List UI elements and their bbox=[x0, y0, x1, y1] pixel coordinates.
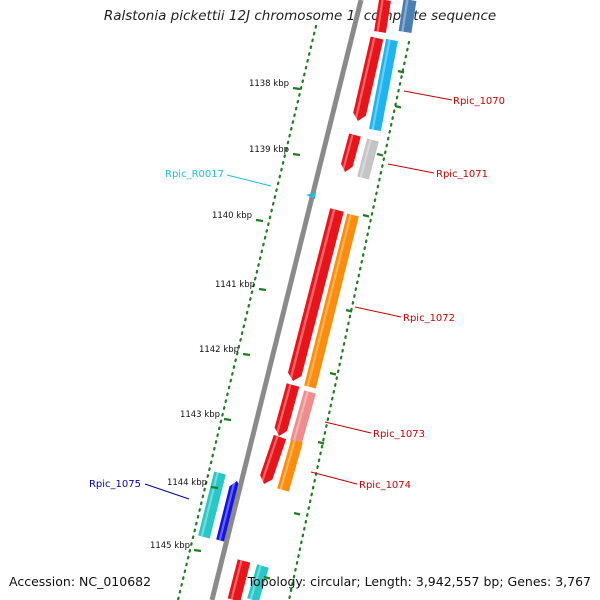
leader-rpic-1072 bbox=[354, 306, 402, 318]
gene-block-top-blue-highlight bbox=[401, 0, 409, 32]
label-rpic-r0017[interactable]: Rpic_R0017 bbox=[165, 169, 224, 180]
gene-block-rpic-1073[interactable] bbox=[274, 383, 300, 436]
kbp-tick-label: 1138 kbp bbox=[249, 79, 289, 89]
cds-block-rpic-1072-highlight bbox=[306, 214, 352, 387]
gene-block-rpic-1071-highlight bbox=[341, 134, 354, 172]
cds-block-rpic-1070-highlight bbox=[371, 39, 391, 130]
gene-block-rpic-1075[interactable] bbox=[216, 481, 242, 543]
kbp-tick-mark bbox=[242, 352, 251, 357]
accession-text: Accession: NC_010682 bbox=[9, 574, 152, 589]
chromosome-backbone bbox=[209, 0, 364, 600]
leader-rpic-1074 bbox=[310, 471, 358, 485]
cds-block-rpic-1071-highlight bbox=[359, 139, 372, 178]
leader-lines bbox=[144, 90, 453, 500]
leader-rpic-r0017 bbox=[226, 174, 272, 187]
label-rpic-1075[interactable]: Rpic_1075 bbox=[89, 479, 141, 490]
topology-text: Topology: circular; Length: 3,942,557 bp… bbox=[247, 574, 591, 589]
kbp-tick-mark bbox=[210, 485, 219, 490]
kbp-tick-label: 1140 kbp bbox=[212, 211, 252, 221]
cds-block-rpic-1073-highlight bbox=[292, 391, 309, 442]
rpic-r0017-arrow bbox=[306, 192, 316, 199]
gene-block-top-red[interactable] bbox=[374, 0, 391, 33]
kbp-tick-label: 1143 kbp bbox=[180, 410, 220, 420]
label-rpic-1072[interactable]: Rpic_1072 bbox=[403, 313, 455, 324]
feature-blocks bbox=[198, 0, 417, 600]
gene-block-bottom-red[interactable] bbox=[227, 559, 251, 600]
gene-block-rpic-1072[interactable] bbox=[288, 208, 344, 381]
map-title: Ralstonia pickettii 12J chromosome 1, co… bbox=[103, 8, 497, 24]
inner-tick-track bbox=[287, 40, 411, 600]
kbp-tick-mark bbox=[223, 417, 232, 422]
leader-rpic-1070 bbox=[403, 90, 453, 101]
cds-block-rpic-1070[interactable] bbox=[369, 38, 398, 132]
cds-block-rpic-1072[interactable] bbox=[304, 213, 359, 389]
cds-block-rpic-1071[interactable] bbox=[357, 138, 379, 180]
label-rpic-1074[interactable]: Rpic_1074 bbox=[359, 480, 411, 491]
gene-block-rpic-1070-highlight bbox=[354, 37, 376, 121]
kbp-tick-label: 1142 kbp bbox=[199, 345, 239, 355]
leader-rpic-1073 bbox=[324, 421, 372, 434]
cds-block-bottom-teal-highlight bbox=[249, 564, 262, 600]
label-rpic-1070[interactable]: Rpic_1070 bbox=[453, 96, 505, 107]
inner-tick-mark bbox=[263, 575, 271, 580]
inner-tick-mark bbox=[317, 440, 325, 445]
inner-tick-mark bbox=[376, 152, 384, 157]
kbp-tick-mark bbox=[292, 86, 301, 91]
inner-tick-mark bbox=[329, 371, 337, 376]
gene-block-top-red-highlight bbox=[376, 0, 384, 32]
gene-block-rpic-1072-highlight bbox=[289, 208, 336, 381]
inner-tick-mark bbox=[397, 69, 405, 74]
inner-tick-mark bbox=[362, 213, 370, 218]
gene-block-bottom-red-highlight bbox=[230, 560, 243, 600]
kbp-tick-label: 1141 kbp bbox=[215, 280, 255, 290]
gene-block-rpic-1074-highlight bbox=[260, 435, 279, 484]
cds-block-rpic-1073[interactable] bbox=[290, 390, 316, 444]
kbp-tick-mark bbox=[292, 152, 301, 157]
gene-block-rpic-1070[interactable] bbox=[353, 36, 384, 122]
kbp-tick-mark bbox=[258, 287, 267, 292]
cds-block-rpic-1075-highlight bbox=[200, 472, 219, 537]
kbp-ticks: 1138 kbp 1139 kbp 1140 kbp 1141 kbp 1142 kbp… bbox=[150, 69, 405, 580]
kbp-tick-mark bbox=[255, 218, 264, 223]
leader-rpic-1075 bbox=[144, 483, 190, 500]
gene-labels: Rpic_1070 Rpic_1071 Rpic_R0017 Rpic_1072… bbox=[89, 96, 505, 491]
kbp-tick-mark bbox=[193, 548, 202, 553]
inner-tick-mark bbox=[345, 308, 353, 313]
gene-block-top-blue[interactable] bbox=[398, 0, 417, 33]
leader-rpic-1071 bbox=[387, 163, 435, 174]
inner-tick-mark bbox=[293, 511, 301, 516]
label-rpic-1073[interactable]: Rpic_1073 bbox=[373, 429, 425, 440]
cds-block-rpic-1074[interactable] bbox=[277, 439, 303, 492]
gene-block-rpic-1075-highlight bbox=[218, 480, 236, 541]
kbp-tick-label: 1145 kbp bbox=[150, 541, 190, 551]
dotted-tick-track bbox=[176, 24, 411, 600]
gene-block-rpic-1071[interactable] bbox=[341, 133, 361, 172]
gene-block-rpic-1073-highlight bbox=[275, 383, 292, 436]
kbp-tick-label: 1139 kbp bbox=[249, 145, 289, 155]
label-rpic-1071[interactable]: Rpic_1071 bbox=[436, 169, 488, 180]
rrna-arrow bbox=[306, 192, 316, 199]
gene-block-rpic-1074[interactable] bbox=[260, 434, 287, 484]
kbp-tick-label: 1144 kbp bbox=[167, 478, 207, 488]
cds-block-bottom-teal[interactable] bbox=[247, 564, 269, 600]
inner-tick-mark bbox=[394, 104, 402, 109]
cds-block-rpic-1075[interactable] bbox=[198, 471, 226, 539]
cds-block-rpic-1074-highlight bbox=[279, 439, 296, 490]
outer-tick-track bbox=[176, 24, 318, 600]
